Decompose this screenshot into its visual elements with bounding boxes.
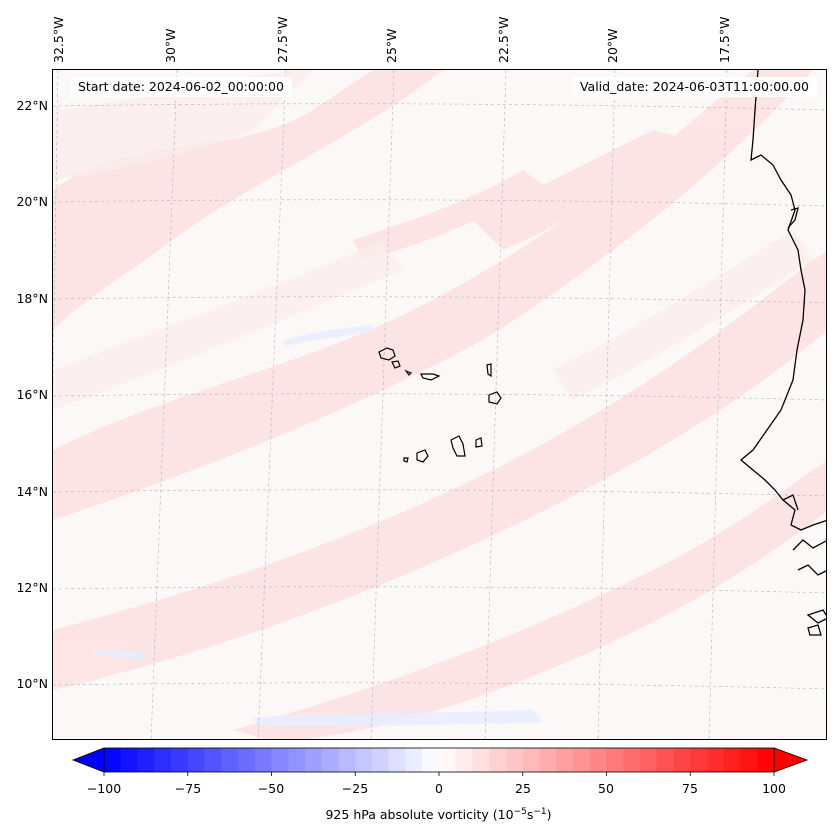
- colorbar-band: [556, 748, 574, 772]
- colorbar-tick: 50: [598, 781, 614, 796]
- colorbar-min-arrow: [71, 747, 105, 773]
- lat-label-14n: 14°N: [16, 484, 48, 499]
- colorbar-band: [740, 748, 758, 772]
- lon-label-22-5w: 22.5°W: [496, 16, 511, 63]
- colorbar-band: [539, 748, 557, 772]
- colorbar-band: [137, 748, 155, 772]
- lon-label-27-5w: 27.5°W: [275, 16, 290, 63]
- colorbar-band: [422, 748, 440, 772]
- colorbar-band: [757, 748, 775, 772]
- colorbar-band: [472, 748, 490, 772]
- graticule: [53, 70, 826, 739]
- lat-label-20n: 20°N: [16, 194, 48, 209]
- map-panel: [52, 69, 827, 740]
- colorbar-band: [238, 748, 256, 772]
- colorbar: [71, 747, 809, 776]
- colorbar-band: [405, 748, 423, 772]
- colorbar-tick: 25: [515, 781, 531, 796]
- colorbar-band: [355, 748, 373, 772]
- start-date-label: Start date: 2024-06-02_00:00:00: [70, 77, 292, 97]
- colorbar-band: [506, 748, 524, 772]
- colorbar-tick: 0: [435, 781, 443, 796]
- colorbar-band: [305, 748, 323, 772]
- colorbar-band: [522, 748, 541, 772]
- colorbar-band: [271, 748, 289, 772]
- valid-date-label: Valid_date: 2024-06-03T11:00:00.00: [571, 77, 817, 97]
- colorbar-label-mid: s: [526, 807, 534, 823]
- colorbar-label-main: 925 hPa absolute vorticity (10: [325, 807, 514, 823]
- colorbar-band: [690, 748, 708, 772]
- colorbar-tick: 75: [682, 781, 698, 796]
- colorbar-band: [388, 748, 407, 772]
- colorbar-band: [606, 748, 624, 772]
- lon-label-32-5w: 32.5°W: [51, 16, 66, 63]
- lon-label-25w: 25°W: [384, 28, 399, 63]
- colorbar-band: [120, 748, 139, 772]
- colorbar-band: [321, 748, 340, 772]
- vorticity-field: [53, 70, 826, 739]
- colorbar-bands: [104, 748, 775, 772]
- lat-label-22n: 22°N: [16, 98, 48, 113]
- colorbar-band: [104, 748, 122, 772]
- lat-label-12n: 12°N: [16, 580, 48, 595]
- colorbar-band: [489, 748, 507, 772]
- colorbar-tick: −100: [86, 781, 122, 796]
- colorbar-band: [640, 748, 658, 772]
- lat-label-10n: 10°N: [16, 676, 48, 691]
- colorbar-band: [154, 748, 172, 772]
- colorbar-band: [372, 748, 390, 772]
- lon-label-30w: 30°W: [163, 28, 178, 63]
- lat-label-16n: 16°N: [16, 387, 48, 402]
- cape-verde-islands: [378, 347, 502, 463]
- colorbar-band: [187, 748, 206, 772]
- lat-label-18n: 18°N: [16, 291, 48, 306]
- lon-label-20w: 20°W: [605, 28, 620, 63]
- colorbar-tick: −75: [174, 781, 202, 796]
- colorbar-max-arrow: [773, 747, 809, 773]
- colorbar-band: [221, 748, 239, 772]
- colorbar-label-exp2: −1: [533, 807, 547, 817]
- colorbar-band: [589, 748, 608, 772]
- colorbar-band: [439, 748, 457, 772]
- colorbar-band: [673, 748, 691, 772]
- colorbar-band: [623, 748, 641, 772]
- colorbar-label-end: ): [546, 807, 552, 823]
- colorbar-band: [455, 748, 474, 772]
- lon-label-17-5w: 17.5°W: [717, 16, 732, 63]
- colorbar-label-exp1: −5: [513, 807, 527, 817]
- colorbar-band: [288, 748, 306, 772]
- colorbar-band: [204, 748, 222, 772]
- colorbar-band: [254, 748, 273, 772]
- colorbar-band: [573, 748, 591, 772]
- vorticity-field-weak: [53, 70, 813, 410]
- colorbar-tick: 100: [762, 781, 786, 796]
- negative-vorticity: [93, 325, 543, 726]
- colorbar-band: [723, 748, 742, 772]
- colorbar-tick: −25: [341, 781, 369, 796]
- colorbar-tickmarks: [103, 772, 775, 776]
- colorbar-band: [171, 748, 189, 772]
- colorbar-band: [707, 748, 725, 772]
- colorbar-tick: −50: [257, 781, 285, 796]
- colorbar-label: 925 hPa absolute vorticity (10−5s−1): [0, 807, 837, 822]
- colorbar-band: [656, 748, 675, 772]
- africa-coastline: [739, 70, 826, 636]
- vorticity-map: [53, 70, 826, 739]
- colorbar-band: [338, 748, 356, 772]
